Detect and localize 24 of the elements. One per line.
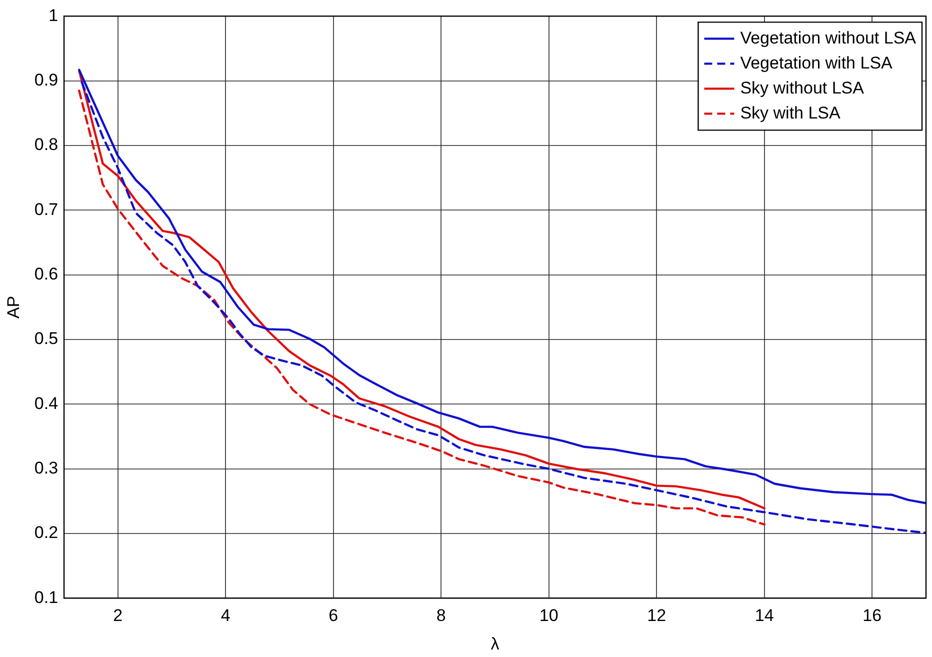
- x-tick-label: 4: [220, 606, 230, 626]
- legend-label: Vegetation without LSA: [740, 28, 917, 48]
- y-tick-label: 0.5: [34, 329, 58, 348]
- x-tick-label: 12: [647, 606, 666, 626]
- x-axis-title: λ: [490, 634, 500, 654]
- x-tick-label: 2: [113, 606, 123, 626]
- y-tick-label: 0.6: [34, 264, 58, 284]
- y-tick-label: 0.4: [34, 394, 58, 413]
- y-tick-label: 1: [48, 6, 58, 25]
- y-tick-label: 0.9: [34, 70, 58, 90]
- y-tick-label: 0.7: [34, 200, 58, 219]
- x-tick-label: 16: [862, 606, 882, 626]
- legend-label: Sky with LSA: [740, 103, 842, 122]
- legend-label: Vegetation with LSA: [740, 53, 894, 72]
- y-axis-title: AP: [4, 296, 23, 319]
- y-tick-label: 0.1: [34, 588, 58, 607]
- y-tick-label: 0.3: [34, 458, 58, 478]
- x-tick-label: 14: [754, 606, 774, 626]
- y-tick-label: 0.8: [34, 135, 58, 154]
- x-tick-label: 8: [436, 606, 446, 626]
- x-tick-label: 6: [328, 606, 338, 626]
- y-tick-label: 0.2: [34, 523, 58, 542]
- x-tick-label: 10: [539, 606, 558, 626]
- legend-label: Sky without LSA: [740, 78, 865, 98]
